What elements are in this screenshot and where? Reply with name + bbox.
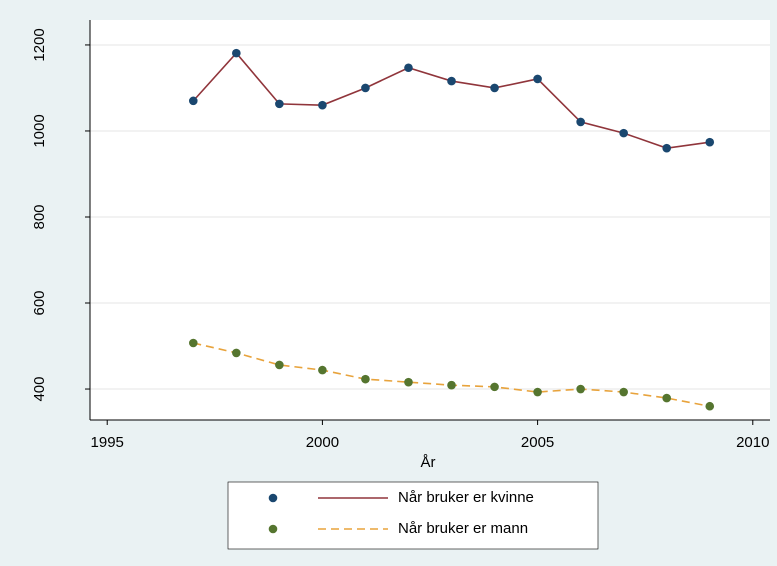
point: [619, 387, 628, 397]
point: [490, 83, 499, 93]
point: [533, 74, 542, 84]
legend-label: Når bruker er kvinne: [398, 489, 534, 506]
point: [662, 393, 672, 403]
x-axis-label: År: [421, 454, 436, 471]
point: [662, 143, 672, 153]
point: [318, 365, 327, 375]
legend-marker: [268, 524, 278, 534]
point: [361, 83, 370, 93]
x-tick-label: 2000: [306, 434, 339, 451]
point: [490, 382, 499, 392]
point: [705, 137, 715, 147]
point: [447, 380, 456, 390]
point: [533, 387, 542, 397]
x-tick-label: 2010: [736, 434, 769, 451]
x-tick-label: 2005: [521, 434, 554, 451]
point: [232, 348, 241, 358]
point: [404, 377, 413, 387]
point: [275, 99, 284, 109]
point: [188, 338, 198, 348]
y-tick-label: 800: [31, 204, 48, 229]
point: [232, 48, 241, 58]
point: [404, 63, 413, 73]
legend: [227, 481, 599, 550]
legend-marker: [268, 493, 278, 503]
y-tick-label: 600: [31, 290, 48, 315]
y-tick-label: 1000: [31, 114, 48, 147]
y-tick-label: 1200: [31, 28, 48, 61]
point: [447, 76, 456, 86]
point: [619, 128, 628, 138]
x-tick-label: 1995: [91, 434, 124, 451]
point: [318, 100, 327, 110]
point: [361, 374, 370, 384]
plot-area: [90, 20, 770, 420]
y-tick-label: 400: [31, 377, 48, 402]
point: [576, 384, 585, 394]
point: [275, 360, 284, 370]
point: [576, 117, 585, 127]
legend-label: Når bruker er mann: [398, 520, 528, 537]
point: [705, 401, 715, 411]
point: [188, 96, 198, 106]
